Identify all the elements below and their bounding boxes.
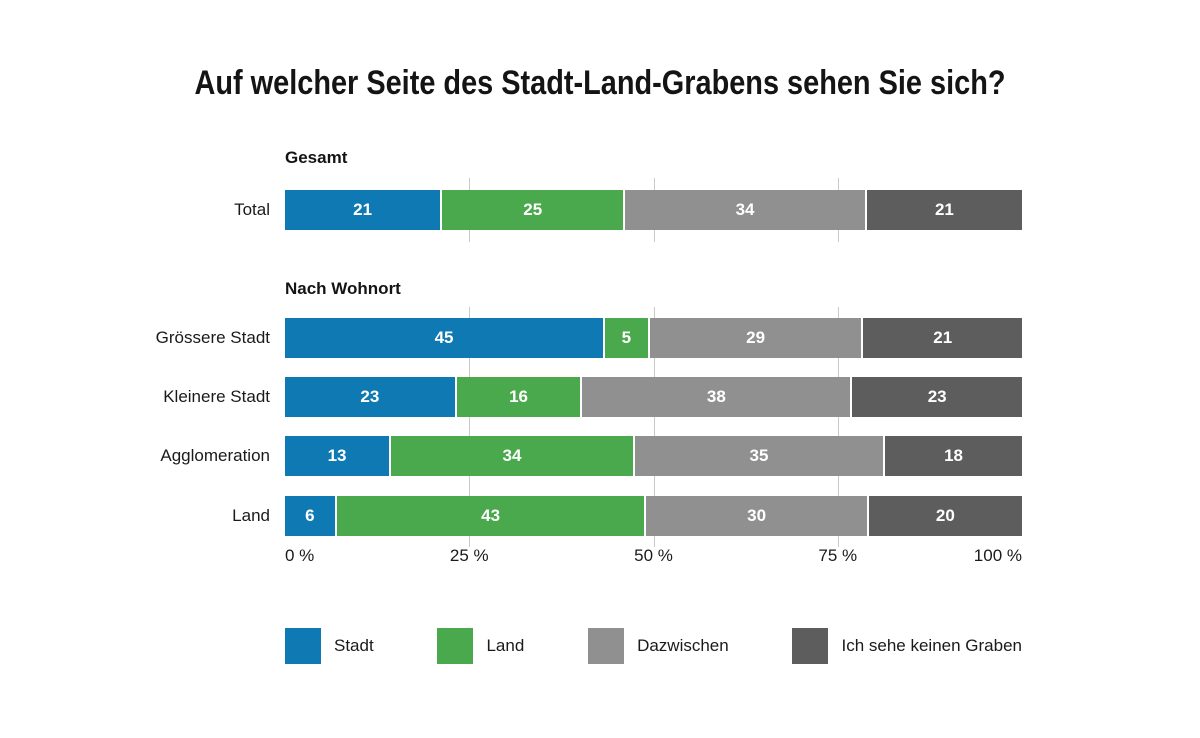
bar-value-label: 13 (327, 446, 347, 465)
bar-segment-dazwischen[interactable]: 38 (582, 377, 853, 417)
legend-swatch (437, 628, 474, 664)
bar-segment-dazwischen[interactable]: 35 (634, 436, 886, 476)
row-label: Grössere Stadt (155, 328, 270, 347)
x-axis-tick-label: 50 % (634, 546, 673, 565)
bar-segment-dazwischen[interactable]: 34 (625, 190, 867, 230)
row-label: Total (234, 200, 270, 219)
x-axis: 0 % 25 % 50 % 75 % 100 % (285, 546, 1022, 568)
legend-label: Dazwischen (637, 636, 729, 655)
bar-value-label: 30 (747, 506, 767, 525)
section-header: Nach Wohnort (285, 279, 401, 298)
bar-segment-land[interactable]: 34 (391, 436, 635, 476)
bar-segment-ich-sehe-keinen-graben[interactable]: 18 (885, 436, 1022, 476)
bar-segment-ich-sehe-keinen-graben[interactable]: 21 (863, 318, 1022, 358)
bar-value-label: 16 (509, 387, 528, 406)
bar-value-label: 6 (305, 506, 315, 525)
bar-value-label: 43 (481, 506, 501, 525)
stacked-bar-row: 23 16 38 23 (285, 377, 1022, 417)
bar-segment-ich-sehe-keinen-graben[interactable]: 23 (852, 377, 1022, 417)
legend-item-land: Land (437, 628, 524, 664)
bar-value-label: 23 (927, 387, 947, 406)
bar-segment-stadt[interactable]: 21 (285, 190, 443, 230)
bar-segment-ich-sehe-keinen-graben[interactable]: 21 (866, 190, 1022, 230)
legend: Stadt Land Dazwischen Ich sehe keinen Grabe… (285, 628, 1022, 664)
legend-label: Land (486, 636, 525, 655)
legend-swatch (285, 628, 321, 664)
bar-segment-land[interactable]: 5 (605, 318, 650, 358)
bar-value-label: 21 (934, 200, 954, 219)
gridlines (285, 307, 1022, 547)
row-label: Kleinere Stadt (163, 387, 270, 406)
bar-value-label: 20 (935, 506, 955, 525)
legend-label: Stadt (334, 636, 374, 655)
legend-item-dazwischen: Dazwischen (588, 628, 729, 664)
row-label: Agglomeration (160, 446, 270, 465)
bar-value-label: 5 (621, 328, 632, 347)
x-axis-tick-label: 100 % (973, 546, 1022, 565)
legend-label: Ich sehe keinen Graben (841, 636, 1022, 655)
x-axis-tick-label: 75 % (818, 546, 858, 565)
bar-segment-stadt[interactable]: 13 (285, 436, 392, 476)
bar-value-label: 38 (706, 387, 726, 406)
bar-segment-stadt[interactable]: 6 (285, 496, 337, 536)
bar-segment-dazwischen[interactable]: 30 (646, 496, 869, 536)
bar-value-label: 23 (360, 387, 380, 406)
gridline-25 (469, 307, 471, 547)
section-header: Gesamt (285, 148, 348, 167)
bar-value-label: 35 (749, 446, 769, 465)
bar-value-label: 34 (735, 200, 755, 219)
stacked-bar-row: 6 43 30 20 (285, 496, 1022, 536)
row-label: Land (232, 506, 270, 525)
stacked-bar-row: 45 5 29 21 (285, 318, 1022, 358)
bar-segment-stadt[interactable]: 45 (285, 318, 606, 358)
bar-segment-land[interactable]: 16 (456, 377, 583, 417)
stacked-bar-row: 21 25 34 21 (285, 190, 1022, 230)
stacked-bar-row: 13 34 35 18 (285, 436, 1022, 476)
bar-value-label: 29 (746, 328, 766, 347)
legend-item-ich-sehe-keinen-graben: Ich sehe keinen Graben (792, 628, 1022, 664)
bar-value-label: 21 (933, 328, 953, 347)
x-axis-tick-label: 25 % (449, 546, 489, 565)
bar-value-label: 25 (523, 200, 543, 219)
x-axis-tick-label: 0 % (285, 546, 315, 565)
bar-segment-land[interactable]: 43 (336, 496, 647, 536)
bar-segment-stadt[interactable]: 23 (285, 377, 457, 417)
legend-swatch (588, 628, 625, 664)
gridline-50 (653, 307, 655, 547)
bar-value-label: 34 (502, 446, 522, 465)
chart-title: Auf welcher Seite des Stadt-Land-Grabens… (194, 64, 1006, 102)
bar-value-label: 21 (353, 200, 373, 219)
gridline-75 (837, 307, 839, 547)
bar-value-label: 45 (434, 328, 454, 347)
bar-segment-dazwischen[interactable]: 29 (649, 318, 864, 358)
legend-swatch (792, 628, 829, 664)
legend-item-stadt: Stadt (285, 628, 374, 664)
bar-segment-ich-sehe-keinen-graben[interactable]: 20 (868, 496, 1022, 536)
bar-value-label: 18 (944, 446, 964, 465)
bar-segment-land[interactable]: 25 (442, 190, 626, 230)
